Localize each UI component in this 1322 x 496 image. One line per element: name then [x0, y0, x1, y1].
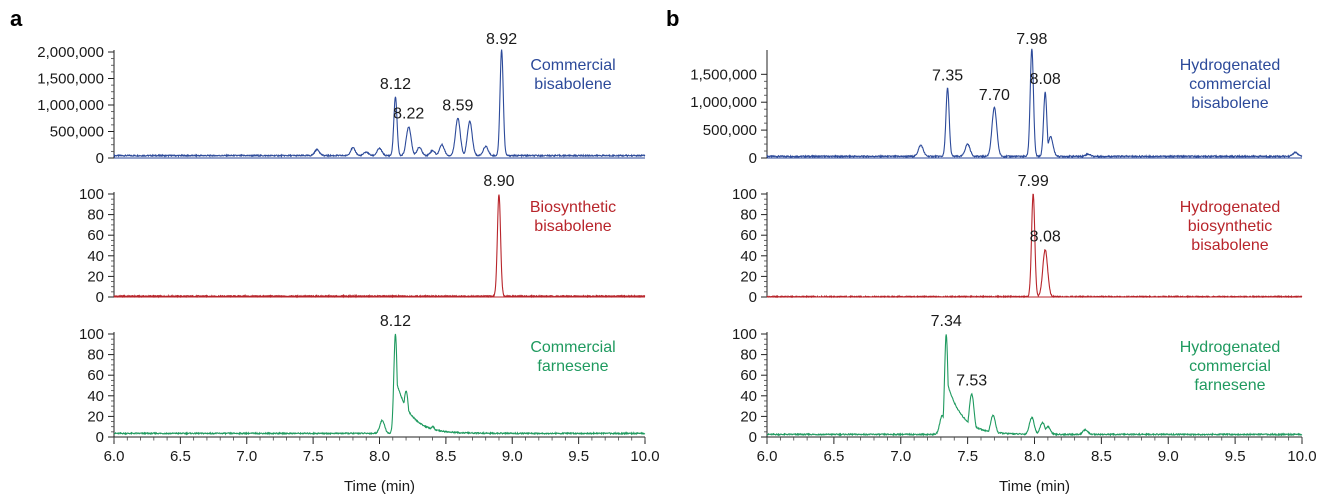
peak-label: 8.12	[380, 76, 411, 93]
peak-label: 8.08	[1030, 71, 1061, 88]
peak-label: 7.35	[932, 67, 963, 84]
peak-label: 7.70	[979, 87, 1010, 104]
x-tick-label: 8.0	[369, 448, 390, 465]
y-tick-label: 1,000,000	[690, 94, 757, 111]
y-tick-label: 0	[749, 289, 757, 306]
x-tick-label: 7.0	[890, 448, 911, 465]
y-tick-label: 20	[740, 408, 757, 425]
series-name: Biosynthetic bisabolene	[530, 199, 616, 235]
y-tick-label: 40	[740, 388, 757, 405]
trace-group: 0 500,000 1,000,000 1,500,000 2,000,000 8.12 8…	[37, 31, 646, 167]
x-tick-label: 7.5	[957, 448, 978, 465]
series-line	[766, 48, 1303, 159]
series-name: Commercial bisabolene	[530, 57, 615, 93]
peak-label: 7.53	[956, 373, 987, 390]
y-tick-label: 80	[740, 347, 757, 364]
y-tick-label: 0	[749, 429, 757, 446]
y-tick-label: 2,000,000	[37, 44, 104, 61]
panel-letter-b: b	[666, 6, 679, 31]
y-tick-label: 0	[96, 429, 104, 446]
y-tick-label: 20	[740, 268, 757, 285]
y-tick-label: 60	[87, 367, 104, 384]
y-tick-label: 40	[87, 248, 104, 265]
y-tick-label: 100	[732, 186, 757, 203]
y-tick-label: 20	[87, 268, 104, 285]
trace-group: 0 20 40 60 80 100 8.12 Commercial farnesene	[79, 313, 646, 446]
y-tick-label: 0	[96, 289, 104, 306]
x-tick-label: 6.5	[823, 448, 844, 465]
x-tick-label: 9.0	[502, 448, 523, 465]
peak-label: 8.08	[1030, 229, 1061, 246]
series-line	[113, 333, 646, 436]
peak-label: 8.12	[380, 313, 411, 330]
y-tick-label: 20	[87, 408, 104, 425]
peak-label: 8.92	[486, 31, 517, 48]
series-name: Hydrogenated commercial farnesene	[1180, 339, 1281, 394]
panel-a: a 0 500,000 1,000,000 1,500,000 2,000,000 8.12…	[10, 6, 660, 495]
series-name: Commercial farnesene	[530, 339, 615, 375]
y-tick-label: 60	[87, 227, 104, 244]
y-tick-label: 80	[87, 347, 104, 364]
y-tick-label: 1,500,000	[690, 66, 757, 83]
peak-label: 8.90	[483, 173, 514, 190]
trace-group: 0 20 40 60 80 100 7.99 8.08 Hydrogenated biosynth…	[732, 173, 1303, 306]
peak-label: 7.34	[931, 313, 962, 330]
peak-label: 7.98	[1016, 31, 1047, 48]
x-tick-label: 7.0	[236, 448, 257, 465]
peak-label: 8.59	[442, 97, 473, 114]
x-tick-label: 9.0	[1158, 448, 1179, 465]
x-axis-title: Time (min)	[999, 478, 1070, 495]
y-tick-label: 1,500,000	[37, 71, 104, 88]
y-tick-label: 500,000	[703, 122, 757, 139]
x-tick-label: 9.5	[1225, 448, 1246, 465]
x-tick-label: 6.0	[104, 448, 125, 465]
trace-group: 0 20 40 60 80 100 7.34 7.53 Hydrogenated commerci…	[732, 313, 1303, 446]
y-tick-label: 0	[749, 150, 757, 167]
x-tick-label: 8.5	[1091, 448, 1112, 465]
x-tick-label: 10.0	[1287, 448, 1316, 465]
x-tick-label: 9.5	[568, 448, 589, 465]
series-line	[113, 194, 646, 299]
x-tick-label: 10.0	[630, 448, 659, 465]
y-tick-label: 60	[740, 227, 757, 244]
trace-group: 0 500,000 1,000,000 1,500,000 7.35 7.70 7.98 8.…	[690, 31, 1303, 167]
series-line	[113, 49, 646, 158]
y-tick-label: 40	[740, 248, 757, 265]
y-tick-label: 100	[732, 326, 757, 343]
x-tick-label: 6.0	[757, 448, 778, 465]
panel-b: b 0 500,000 1,000,000 1,500,000 7.35 7.70 7.98 8…	[666, 6, 1317, 495]
y-tick-label: 60	[740, 367, 757, 384]
trace-group: 0 20 40 60 80 100 8.90 Biosynthetic bisabolene	[79, 173, 646, 306]
x-axis-title: Time (min)	[344, 478, 415, 495]
x-tick-label: 6.5	[170, 448, 191, 465]
y-tick-label: 100	[79, 186, 104, 203]
y-tick-label: 80	[87, 207, 104, 224]
y-tick-label: 1,000,000	[37, 97, 104, 114]
y-tick-label: 100	[79, 326, 104, 343]
y-tick-label: 80	[740, 207, 757, 224]
y-tick-label: 0	[96, 150, 104, 167]
x-tick-label: 8.0	[1024, 448, 1045, 465]
y-tick-label: 500,000	[50, 124, 104, 141]
peak-label: 7.99	[1018, 173, 1049, 190]
panel-letter-a: a	[10, 6, 23, 31]
series-name: Hydrogenated biosynthetic bisabolene	[1180, 199, 1281, 254]
x-tick-label: 7.5	[303, 448, 324, 465]
y-tick-label: 40	[87, 388, 104, 405]
peak-label: 8.22	[393, 106, 424, 123]
series-line	[766, 334, 1303, 437]
x-tick-label: 8.5	[435, 448, 456, 465]
series-name: Hydrogenated commercial bisabolene	[1180, 57, 1281, 112]
